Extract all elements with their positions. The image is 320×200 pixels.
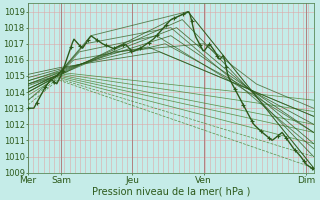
X-axis label: Pression niveau de la mer( hPa ): Pression niveau de la mer( hPa ) [92,187,250,197]
